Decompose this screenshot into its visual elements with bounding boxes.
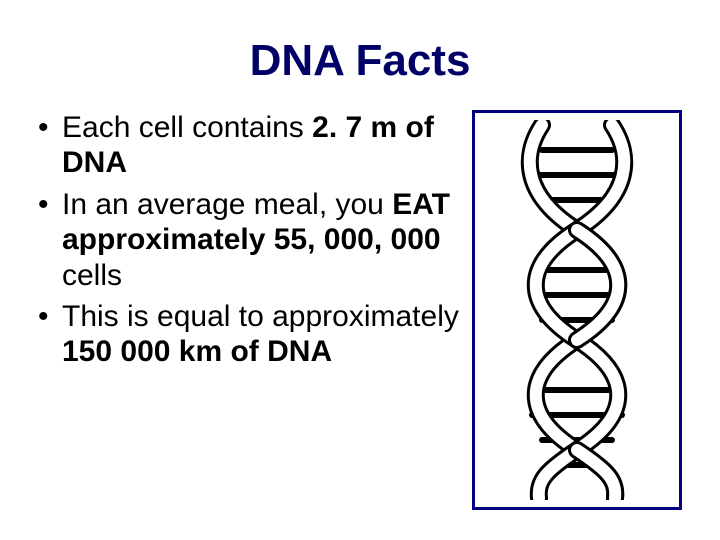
bullet-text-pre: This is equal to approximately <box>62 300 459 333</box>
bullet-text-pre: Each cell contains <box>62 111 312 144</box>
bullet-list: Each cell contains 2. 7 m of DNA In an a… <box>30 110 460 376</box>
slide: DNA Facts Each cell contains 2. 7 m of D… <box>0 0 720 540</box>
bullet-text-post: cells <box>62 259 122 292</box>
dna-illustration-box <box>472 110 682 510</box>
page-title: DNA Facts <box>30 36 690 86</box>
dna-helix-icon <box>487 120 667 500</box>
bullet-text-pre: In an average meal, you <box>62 188 392 221</box>
list-item: Each cell contains 2. 7 m of DNA <box>34 110 460 181</box>
list-item: In an average meal, you EAT approximatel… <box>34 187 460 293</box>
bullet-text-bold: 150 000 km of DNA <box>62 335 332 368</box>
content-row: Each cell contains 2. 7 m of DNA In an a… <box>30 110 690 510</box>
list-item: This is equal to approximately 150 000 k… <box>34 299 460 370</box>
